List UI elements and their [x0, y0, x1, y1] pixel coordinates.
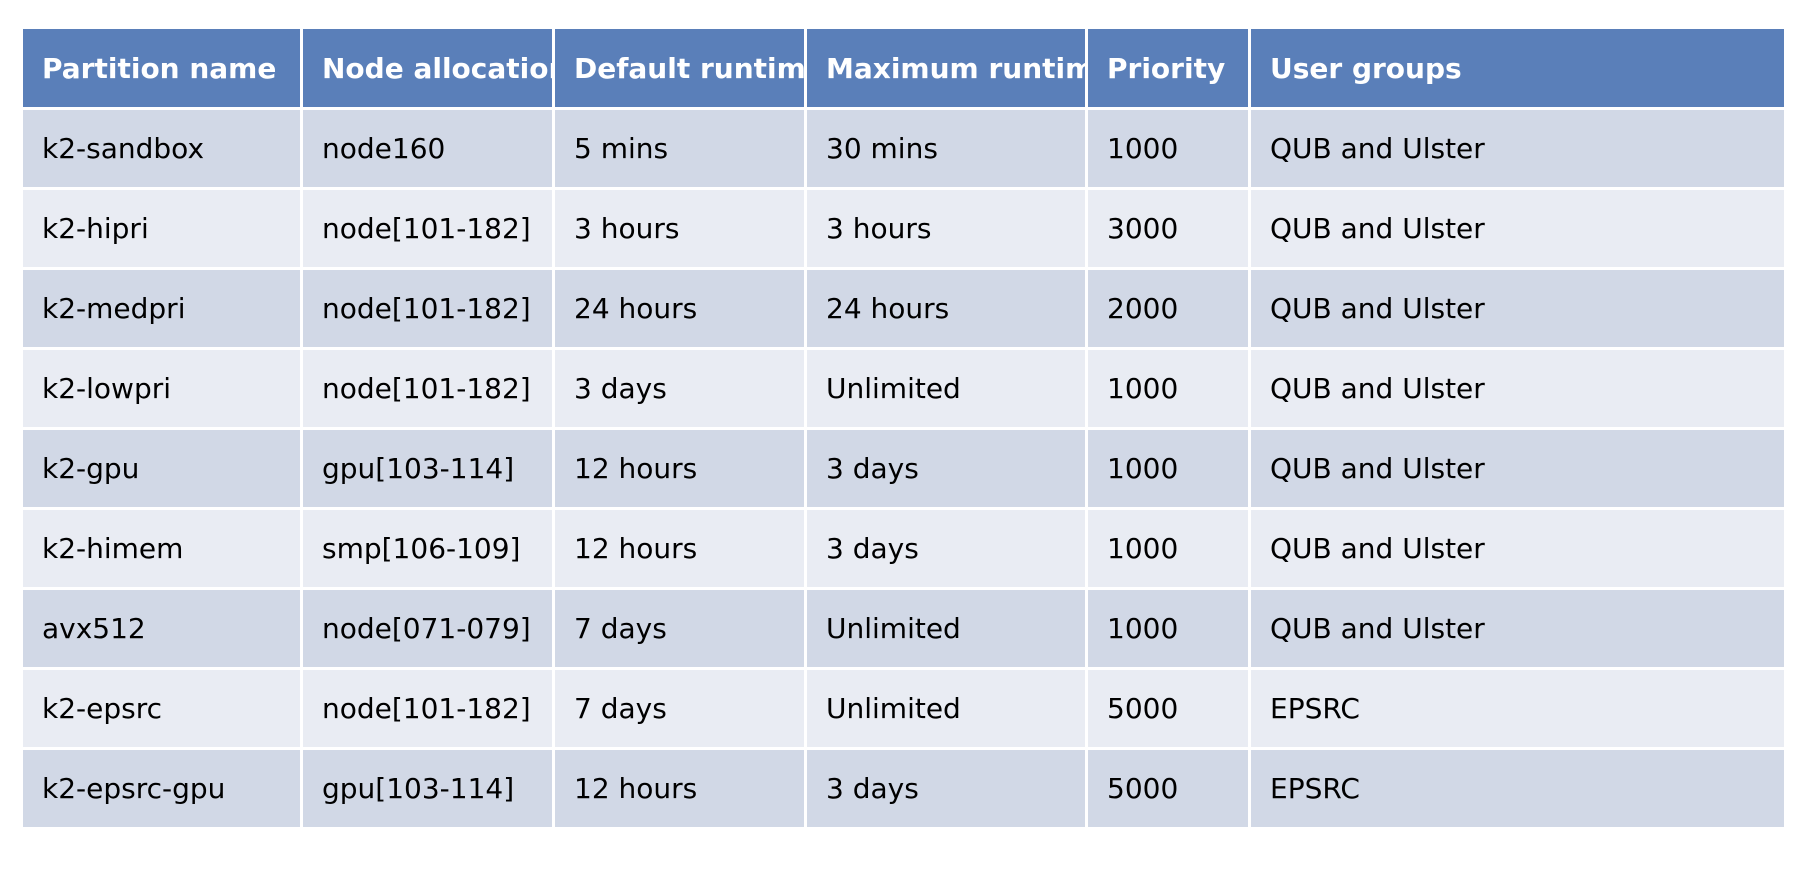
cell-maximum-runtime: 30 mins [804, 107, 1088, 190]
cell-default-runtime: 5 mins [552, 107, 807, 190]
cell-priority: 2000 [1085, 267, 1251, 350]
cell-partition-name: k2-himem [20, 507, 303, 590]
cell-user-groups: QUB and Ulster [1248, 587, 1787, 670]
cell-partition-name: k2-hipri [20, 187, 303, 270]
cell-default-runtime: 7 days [552, 587, 807, 670]
cell-maximum-runtime: Unlimited [804, 667, 1088, 750]
cell-partition-name: k2-lowpri [20, 347, 303, 430]
cell-node-allocation: node[101-182] [300, 187, 555, 270]
cell-default-runtime: 24 hours [552, 267, 807, 350]
cell-partition-name: k2-epsrc-gpu [20, 747, 303, 830]
cell-priority: 1000 [1085, 427, 1251, 510]
cell-maximum-runtime: 24 hours [804, 267, 1088, 350]
cell-node-allocation: node160 [300, 107, 555, 190]
cell-maximum-runtime: Unlimited [804, 347, 1088, 430]
cell-default-runtime: 3 hours [552, 187, 807, 270]
table-row: k2-epsrc node[101-182] 7 days Unlimited … [20, 667, 1787, 750]
cell-priority: 1000 [1085, 347, 1251, 430]
cell-partition-name: k2-gpu [20, 427, 303, 510]
cell-user-groups: QUB and Ulster [1248, 187, 1787, 270]
table-row: k2-himem smp[106-109] 12 hours 3 days 10… [20, 507, 1787, 590]
partition-table: Partition name Node allocation Default r… [20, 26, 1787, 830]
table-header: Partition name Node allocation Default r… [20, 26, 1787, 110]
cell-user-groups: QUB and Ulster [1248, 107, 1787, 190]
table-row: k2-hipri node[101-182] 3 hours 3 hours 3… [20, 187, 1787, 270]
cell-priority: 5000 [1085, 747, 1251, 830]
header-maximum-runtime: Maximum runtime [804, 26, 1088, 110]
cell-user-groups: EPSRC [1248, 667, 1787, 750]
table-row: avx512 node[071-079] 7 days Unlimited 10… [20, 587, 1787, 670]
header-node-allocation: Node allocation [300, 26, 555, 110]
cell-node-allocation: gpu[103-114] [300, 427, 555, 510]
header-partition-name: Partition name [20, 26, 303, 110]
table-row: k2-epsrc-gpu gpu[103-114] 12 hours 3 day… [20, 747, 1787, 830]
cell-maximum-runtime: 3 days [804, 427, 1088, 510]
cell-default-runtime: 7 days [552, 667, 807, 750]
cell-maximum-runtime: 3 days [804, 747, 1088, 830]
table-row: k2-gpu gpu[103-114] 12 hours 3 days 1000… [20, 427, 1787, 510]
cell-maximum-runtime: 3 hours [804, 187, 1088, 270]
cell-user-groups: QUB and Ulster [1248, 267, 1787, 350]
cell-node-allocation: gpu[103-114] [300, 747, 555, 830]
cell-partition-name: k2-medpri [20, 267, 303, 350]
header-row: Partition name Node allocation Default r… [20, 26, 1787, 110]
cell-maximum-runtime: 3 days [804, 507, 1088, 590]
cell-node-allocation: smp[106-109] [300, 507, 555, 590]
cell-default-runtime: 3 days [552, 347, 807, 430]
cell-priority: 5000 [1085, 667, 1251, 750]
header-user-groups: User groups [1248, 26, 1787, 110]
cell-user-groups: EPSRC [1248, 747, 1787, 830]
cell-node-allocation: node[101-182] [300, 347, 555, 430]
cell-priority: 1000 [1085, 507, 1251, 590]
table-row: k2-medpri node[101-182] 24 hours 24 hour… [20, 267, 1787, 350]
table-row: k2-sandbox node160 5 mins 30 mins 1000 Q… [20, 107, 1787, 190]
header-priority: Priority [1085, 26, 1251, 110]
cell-priority: 1000 [1085, 107, 1251, 190]
cell-partition-name: k2-sandbox [20, 107, 303, 190]
cell-node-allocation: node[071-079] [300, 587, 555, 670]
cell-user-groups: QUB and Ulster [1248, 427, 1787, 510]
cell-default-runtime: 12 hours [552, 747, 807, 830]
cell-priority: 1000 [1085, 587, 1251, 670]
cell-partition-name: k2-epsrc [20, 667, 303, 750]
cell-node-allocation: node[101-182] [300, 267, 555, 350]
table-row: k2-lowpri node[101-182] 3 days Unlimited… [20, 347, 1787, 430]
cell-maximum-runtime: Unlimited [804, 587, 1088, 670]
cell-default-runtime: 12 hours [552, 427, 807, 510]
cell-partition-name: avx512 [20, 587, 303, 670]
header-default-runtime: Default runtime [552, 26, 807, 110]
cell-user-groups: QUB and Ulster [1248, 507, 1787, 590]
cell-node-allocation: node[101-182] [300, 667, 555, 750]
cell-default-runtime: 12 hours [552, 507, 807, 590]
table-body: k2-sandbox node160 5 mins 30 mins 1000 Q… [20, 107, 1787, 830]
cell-priority: 3000 [1085, 187, 1251, 270]
cell-user-groups: QUB and Ulster [1248, 347, 1787, 430]
